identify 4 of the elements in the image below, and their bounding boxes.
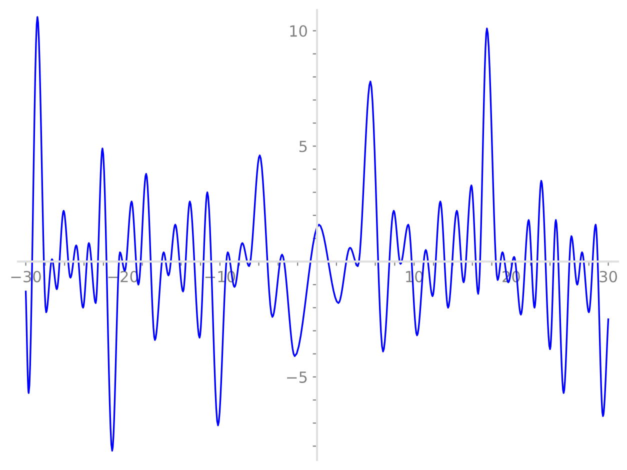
y-tick-label: 5 [299, 140, 307, 152]
y-tick-label: 10 [290, 25, 307, 37]
x-tick-label: 30 [600, 270, 617, 282]
y-tick-label: −5 [287, 372, 307, 383]
